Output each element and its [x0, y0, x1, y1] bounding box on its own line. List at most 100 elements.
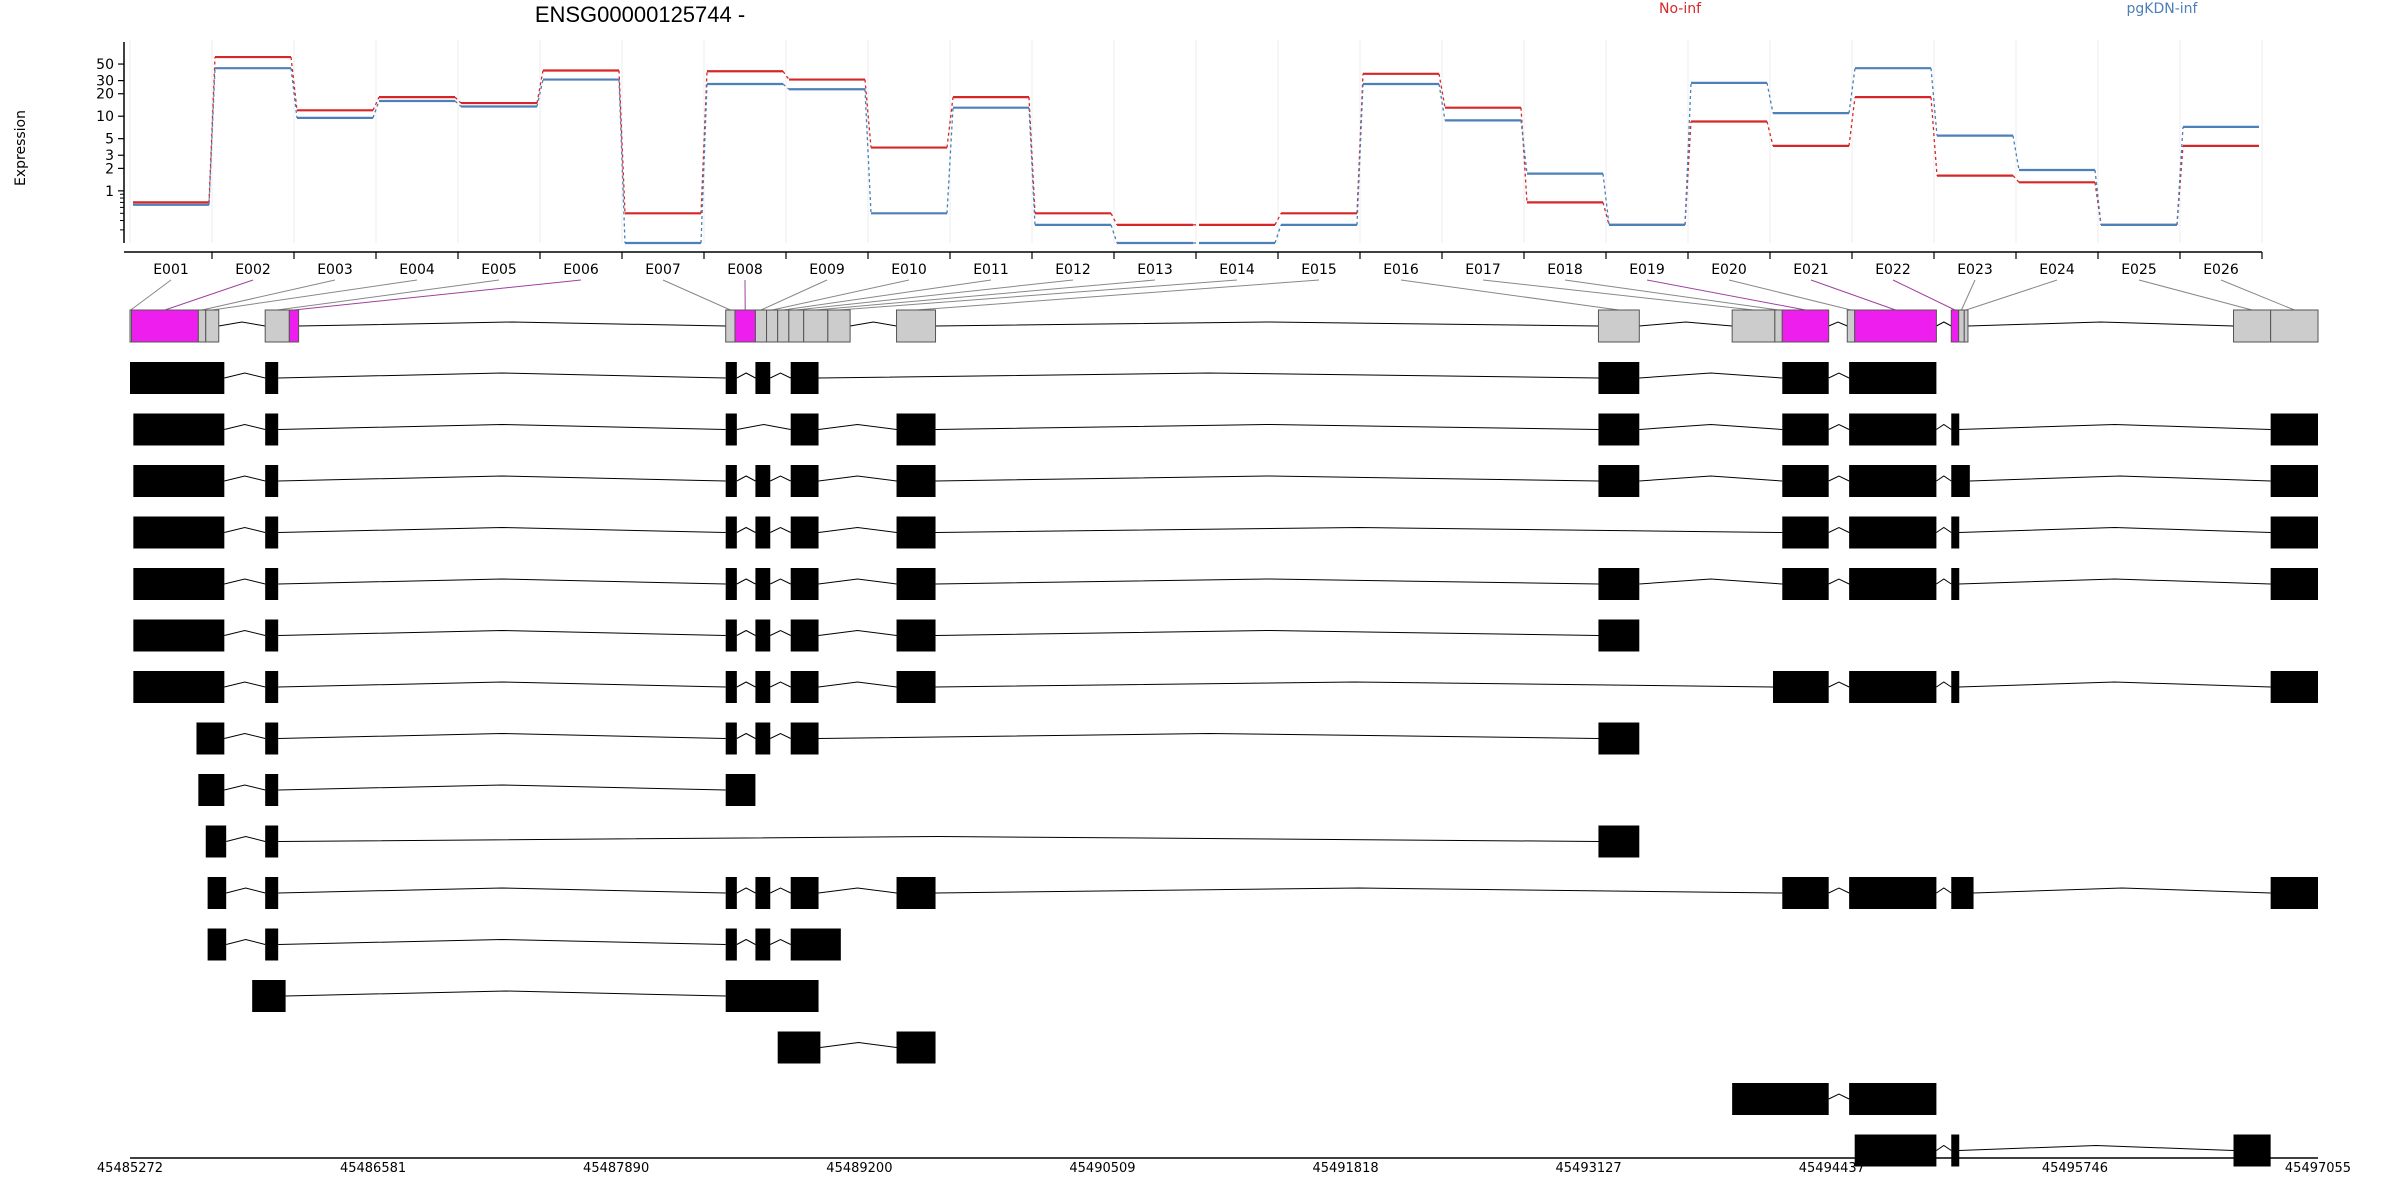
transcript-intron — [770, 887, 791, 894]
transcript-tracks — [130, 362, 2318, 1167]
transcript-exon — [133, 619, 225, 652]
transcript-intron — [736, 372, 756, 379]
transcript-intron — [1936, 1144, 1952, 1151]
transcript-intron — [935, 887, 1783, 894]
transcript-intron — [278, 887, 726, 894]
transcript-exon — [790, 671, 819, 703]
transcript-exon — [725, 568, 737, 600]
model-exon — [766, 309, 779, 343]
y-tick-label: 2 — [105, 161, 114, 177]
transcript-exon — [1598, 825, 1640, 858]
transcript-exon — [1782, 362, 1829, 394]
transcript-exon — [133, 568, 225, 600]
model-exon — [130, 309, 199, 343]
series-connector — [372, 100, 380, 119]
transcript-exon — [896, 465, 936, 497]
model-exon — [754, 309, 768, 343]
transcript-intron — [1828, 475, 1850, 482]
transcript-intron — [818, 526, 897, 533]
transcript-intron — [1969, 475, 2271, 482]
y-tick-label: 5 — [105, 132, 114, 148]
x-tick-label: E001 — [153, 262, 189, 278]
transcript — [207, 928, 841, 961]
y-tick-label: 50 — [96, 57, 114, 73]
transcript-exon — [755, 877, 771, 909]
exon-connector — [838, 279, 1238, 311]
genomic-tick-label: 45495746 — [2042, 1161, 2108, 1176]
exon-connector — [1564, 279, 1779, 311]
transcript-exon — [790, 516, 819, 549]
transcript-exon — [2233, 1134, 2271, 1167]
transcript-exon — [896, 516, 936, 549]
genomic-tick-label: 45497055 — [2285, 1161, 2351, 1176]
transcript-exon — [265, 413, 279, 446]
transcript-exon — [725, 722, 737, 755]
transcript-intron — [935, 423, 1599, 430]
genomic-tick-label: 45494437 — [1799, 1161, 1865, 1176]
exon-connector — [783, 279, 992, 311]
series-connector — [454, 96, 462, 104]
x-tick-label: E003 — [317, 262, 353, 278]
transcript-intron — [278, 475, 726, 482]
transcript-intron — [1936, 423, 1952, 430]
legend-entry-no-inf: No-inf — [1659, 1, 1702, 17]
x-tick-label: E006 — [563, 262, 599, 278]
transcript-exon — [265, 465, 279, 497]
series-connector — [1520, 107, 1528, 203]
series-lines — [133, 55, 2259, 245]
transcript-exon — [2270, 465, 2318, 497]
transcript-exon — [1782, 465, 1829, 497]
transcript-intron — [935, 578, 1599, 585]
chart-title: ENSG00000125744 - — [535, 2, 745, 27]
transcript-exon — [133, 516, 225, 549]
x-tick-label: E020 — [1711, 262, 1747, 278]
transcript — [133, 671, 2318, 703]
model-exon — [2233, 309, 2272, 343]
x-tick-label: E025 — [2121, 262, 2157, 278]
transcript-intron — [818, 732, 1599, 739]
x-tick-label: E018 — [1547, 262, 1583, 278]
exon-connector — [1482, 279, 1754, 311]
transcript-exon — [1849, 1083, 1937, 1115]
transcript-exon — [896, 619, 936, 652]
transcript-exon — [2270, 516, 2318, 549]
series-connector — [290, 68, 298, 118]
transcript-exon — [1951, 465, 1970, 497]
exon-connector — [164, 279, 254, 311]
transcript-intron — [278, 526, 726, 533]
transcript-exon — [1772, 671, 1829, 703]
transcript-intron — [226, 835, 266, 842]
transcript-intron — [1639, 372, 1783, 379]
exon-connector — [772, 279, 910, 311]
transcript-exon — [265, 568, 279, 600]
x-tick-label: E026 — [2203, 262, 2239, 278]
series-connector — [782, 83, 790, 90]
transcript-exon — [725, 980, 819, 1012]
transcript-exon — [1951, 568, 1960, 600]
transcript — [133, 465, 2318, 497]
transcript-exon — [790, 928, 841, 961]
transcript-intron — [224, 681, 266, 688]
model-exon — [725, 309, 736, 343]
model-exon — [264, 309, 290, 343]
transcript — [1854, 1134, 2271, 1167]
series-connector — [1520, 120, 1528, 174]
transcript-intron — [935, 629, 1599, 636]
series-connector — [1438, 83, 1446, 121]
transcript-intron — [278, 784, 726, 791]
transcript-exon — [2270, 568, 2318, 600]
series-connector — [864, 89, 872, 214]
transcript-exon — [777, 1031, 821, 1064]
transcript-intron — [736, 629, 756, 636]
transcript-intron — [285, 990, 726, 997]
transcript-intron — [278, 835, 1599, 842]
transcript-intron — [224, 372, 266, 379]
transcript-exon — [755, 568, 771, 600]
transcript-exon — [725, 516, 737, 549]
exon-connector — [662, 279, 731, 311]
transcript — [133, 568, 2318, 600]
transcript-exon — [252, 980, 286, 1012]
series-connector — [290, 57, 298, 111]
x-tick-label: E013 — [1137, 262, 1173, 278]
genomic-tick-label: 45489200 — [826, 1161, 892, 1176]
